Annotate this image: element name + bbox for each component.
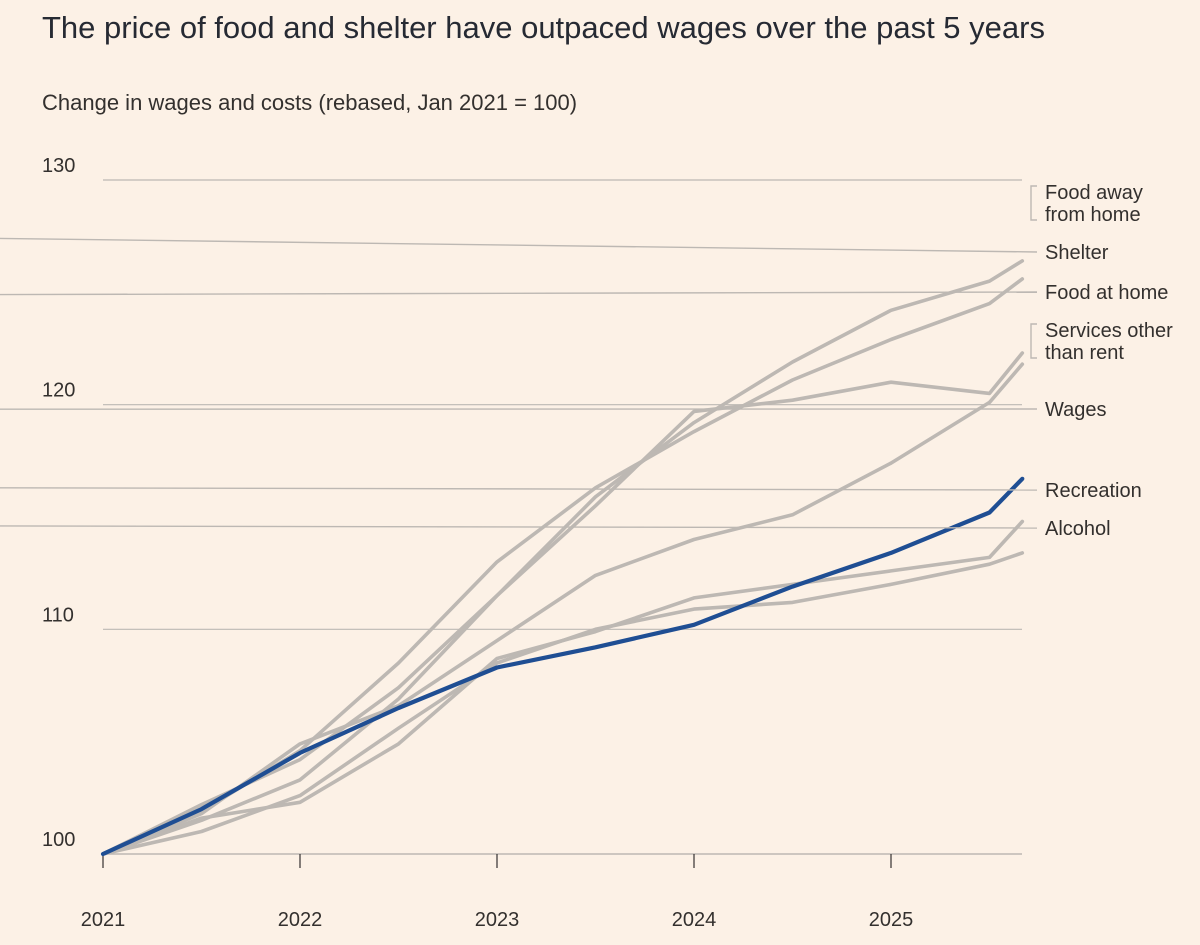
label-connector-shelter — [0, 237, 1038, 253]
series-label-line: Alcohol — [1045, 518, 1111, 540]
series-line-food-at-home — [101, 351, 1025, 856]
label-connector-alcohol — [0, 525, 1038, 529]
series-label-line: Wages — [1045, 399, 1107, 421]
series-label-shelter: Shelter — [1045, 242, 1109, 264]
x-tick-label-2021: 2021 — [81, 909, 126, 931]
series-label-line: Recreation — [1045, 480, 1142, 502]
x-tick-label-2023: 2023 — [475, 909, 520, 931]
series-label-line: from home — [1045, 204, 1141, 226]
y-tick-label-100: 100 — [42, 829, 75, 851]
label-connector-food-at-home — [0, 291, 1038, 296]
y-tick-label-120: 120 — [42, 380, 75, 402]
series-label-line: than rent — [1045, 342, 1124, 364]
series-label-food-away-from-home: Food away from home — [1045, 182, 1143, 226]
series-line-food-away-from-home — [101, 277, 1025, 856]
series-label-services-other-than-rent: Services other than rent — [1045, 320, 1173, 364]
series-label-wages: Wages — [1045, 399, 1107, 421]
label-connector-recreation — [0, 487, 1038, 491]
x-tick-label-2022: 2022 — [278, 909, 323, 931]
series-label-line: Food away — [1045, 182, 1143, 204]
y-tick-label-130: 130 — [42, 155, 75, 177]
series-label-line: Food at home — [1045, 282, 1168, 304]
y-tick-label-110: 110 — [42, 604, 74, 626]
chart-subtitle: Change in wages and costs (rebased, Jan … — [42, 90, 578, 115]
x-tick-label-2025: 2025 — [869, 909, 914, 931]
x-axis: 2021 2022 2023 2024 2025 — [81, 854, 914, 931]
grey-series — [101, 259, 1025, 856]
label-connector-services-other-than-rent — [1030, 323, 1037, 359]
series-label-alcohol: Alcohol — [1045, 518, 1111, 540]
series-labels: Food away from home Shelter Food at home Ser… — [0, 182, 1173, 540]
label-connector-food-away-from-home — [1030, 185, 1037, 221]
gridlines — [103, 179, 1022, 855]
y-axis: 100 110 120 130 — [42, 155, 75, 851]
series-label-line: Services other — [1045, 320, 1173, 342]
series-label-line: Shelter — [1045, 242, 1109, 264]
chart-title: The price of food and shelter have outpa… — [42, 10, 1045, 45]
wages-series — [100, 476, 1025, 857]
series-label-recreation: Recreation — [1045, 480, 1142, 502]
series-label-food-at-home: Food at home — [1045, 282, 1168, 304]
series-line-wages — [100, 476, 1025, 857]
series-line-services-other-than-rent — [101, 362, 1025, 856]
x-tick-label-2024: 2024 — [672, 909, 717, 931]
series-line-shelter — [101, 259, 1025, 856]
series-line-alcohol — [101, 551, 1025, 856]
